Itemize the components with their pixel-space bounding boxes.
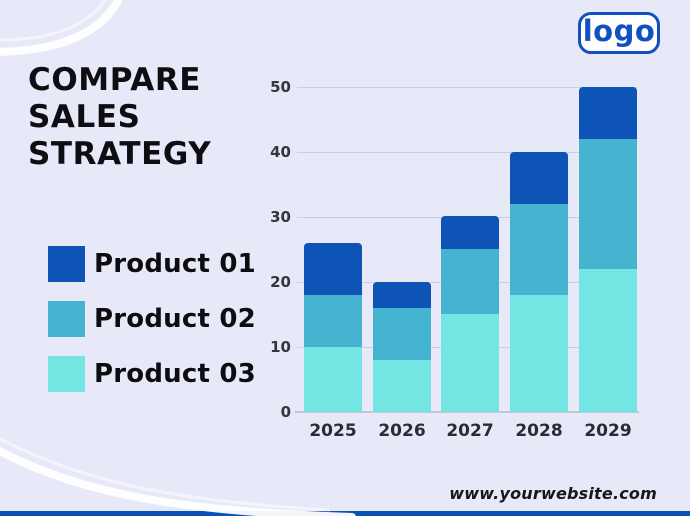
x-axis-label-2026: 2026 (378, 421, 426, 441)
bar-segment-product-03 (304, 347, 362, 412)
legend-swatch-product-03 (48, 356, 85, 392)
website-url: www.yourwebsite.com (449, 484, 657, 503)
x-axis-line (295, 411, 639, 413)
y-axis-label-40: 40 (270, 143, 291, 161)
x-axis-label-2028: 2028 (515, 421, 563, 441)
logo-text: logo (582, 14, 656, 48)
bottom-accent-bar (0, 511, 690, 516)
bar-2025 (304, 243, 362, 412)
bar-segment-product-01 (304, 243, 362, 295)
y-axis-label-50: 50 (270, 78, 291, 96)
gridline-50 (297, 87, 637, 88)
bar-2026 (373, 282, 431, 412)
bar-segment-product-02 (579, 139, 637, 269)
title-line-1: COMPARE (28, 62, 202, 98)
bar-segment-product-01 (510, 152, 568, 204)
legend-swatch-product-01 (48, 246, 85, 282)
x-axis-label-2029: 2029 (584, 421, 632, 441)
bar-segment-product-03 (510, 295, 568, 412)
page-title: COMPARE SALES STRATEGY (28, 62, 211, 173)
bar-segment-product-02 (441, 249, 499, 314)
bar-segment-product-02 (510, 204, 568, 295)
y-axis-label-30: 30 (270, 208, 291, 226)
legend-item-product-02: Product 02 (48, 301, 256, 337)
y-axis-label-0: 0 (280, 403, 291, 421)
bar-segment-product-02 (373, 308, 431, 360)
x-axis-label-2027: 2027 (446, 421, 494, 441)
bar-segment-product-03 (373, 360, 431, 412)
bar-segment-product-03 (441, 314, 499, 412)
legend-item-product-03: Product 03 (48, 356, 256, 392)
bar-2027 (441, 216, 499, 412)
title-line-2: SALES (28, 99, 141, 135)
x-axis-label-2025: 2025 (309, 421, 357, 441)
logo-badge: logo (578, 12, 660, 54)
gridline-40 (297, 152, 637, 153)
legend-label-product-03: Product 03 (94, 359, 256, 389)
y-axis-label-10: 10 (270, 338, 291, 356)
bar-segment-product-02 (304, 295, 362, 347)
bar-segment-product-01 (441, 216, 499, 249)
y-axis-label-20: 20 (270, 273, 291, 291)
bar-segment-product-03 (579, 269, 637, 412)
legend-label-product-02: Product 02 (94, 304, 256, 334)
bar-2029 (579, 87, 637, 412)
title-line-3: STRATEGY (28, 136, 212, 172)
legend-label-product-01: Product 01 (94, 249, 256, 279)
legend-item-product-01: Product 01 (48, 246, 256, 282)
bar-segment-product-01 (579, 87, 637, 139)
bar-segment-product-01 (373, 282, 431, 308)
bar-2028 (510, 152, 568, 412)
legend-swatch-product-02 (48, 301, 85, 337)
chart-legend: Product 01 Product 02 Product 03 (48, 246, 256, 411)
